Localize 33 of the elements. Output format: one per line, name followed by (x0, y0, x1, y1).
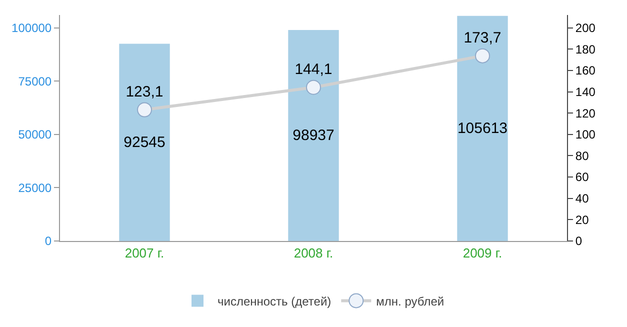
data-label: 123,1 (126, 83, 164, 100)
bar (457, 16, 508, 241)
data-label: 105613 (457, 120, 508, 137)
data-label: 173,7 (464, 29, 502, 46)
point (137, 102, 152, 118)
point (306, 80, 321, 95)
legend-label: численность (детей) (218, 294, 332, 308)
data-label: 144,1 (294, 60, 332, 78)
legend-label: млн. рублей (376, 294, 444, 308)
y2-tick-label: 200 (575, 20, 596, 35)
y2-tick-label: 20 (575, 212, 590, 227)
point (475, 48, 490, 64)
y2-tick-label: 100 (575, 128, 596, 142)
y2-tick-label: 80 (575, 148, 590, 163)
y2-tick-label: 60 (575, 170, 590, 184)
y-tick-label: 50000 (18, 128, 52, 142)
data-label: 92545 (124, 134, 166, 151)
y2-tick-label: 180 (575, 42, 596, 56)
y2-tick-label: 140 (575, 84, 596, 99)
y2-tick-label: 120 (575, 106, 596, 120)
bar (119, 44, 170, 241)
y-tick-label: 0 (44, 234, 52, 248)
y2-tick-label: 0 (575, 234, 582, 248)
y-tick-label: 75000 (18, 74, 52, 88)
y-tick-label: 100000 (12, 20, 52, 35)
y-tick-label: 25000 (18, 180, 52, 195)
y2-tick-label: 40 (575, 192, 590, 206)
x-tick-label: 2008 г. (294, 246, 334, 261)
bar (288, 30, 339, 241)
x-tick-label: 2007 г. (124, 246, 164, 261)
x-tick-label: 2009 г. (462, 246, 502, 261)
y2-tick-label: 160 (575, 64, 596, 78)
data-label: 98937 (292, 127, 334, 144)
